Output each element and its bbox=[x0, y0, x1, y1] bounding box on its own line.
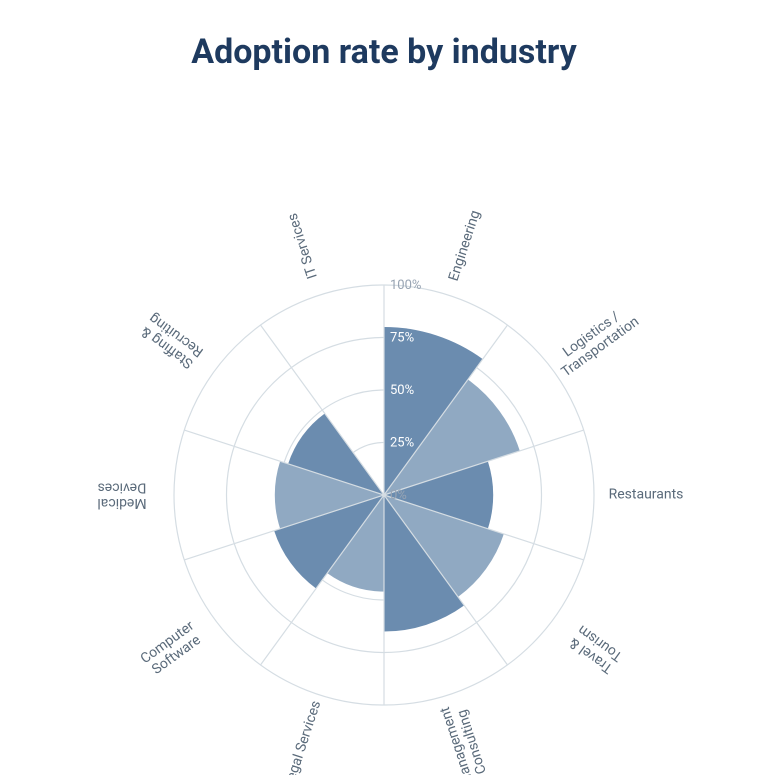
radial-tick-label: 100% bbox=[390, 278, 421, 293]
category-label: ManagementConsulting bbox=[437, 700, 492, 775]
radial-tick-label: 75% bbox=[390, 330, 414, 345]
category-label-line: Devices bbox=[98, 479, 147, 495]
category-label-line: Engineering bbox=[446, 208, 484, 283]
category-label: Staffing &Recruiting bbox=[137, 310, 206, 372]
category-label: Travel &Tourism bbox=[566, 621, 626, 676]
category-label: Restaurants bbox=[609, 486, 684, 502]
category-label: Legal Services bbox=[281, 699, 324, 775]
category-label: ComputerSoftware bbox=[138, 618, 207, 680]
spokes-layer bbox=[184, 285, 583, 705]
radial-tick-label: 50% bbox=[390, 383, 414, 398]
chart-title: Adoption rate by industry bbox=[0, 32, 768, 72]
category-label: IT Services bbox=[285, 211, 321, 281]
polar-chart: 0% 25% 50% 75% 100% Engineering Logistics /Tra… bbox=[0, 95, 768, 779]
category-label-line: Legal Services bbox=[281, 699, 324, 775]
category-label-line: Restaurants bbox=[609, 486, 684, 502]
category-label: MedicalDevices bbox=[97, 479, 146, 510]
radial-tick-label: 0% bbox=[390, 488, 407, 503]
category-label: Engineering bbox=[446, 208, 484, 283]
category-label-line: IT Services bbox=[285, 211, 321, 281]
category-label: Logistics /Transportation bbox=[549, 301, 642, 380]
category-label-line: Medical bbox=[97, 495, 146, 511]
radial-tick-label: 25% bbox=[390, 435, 414, 450]
